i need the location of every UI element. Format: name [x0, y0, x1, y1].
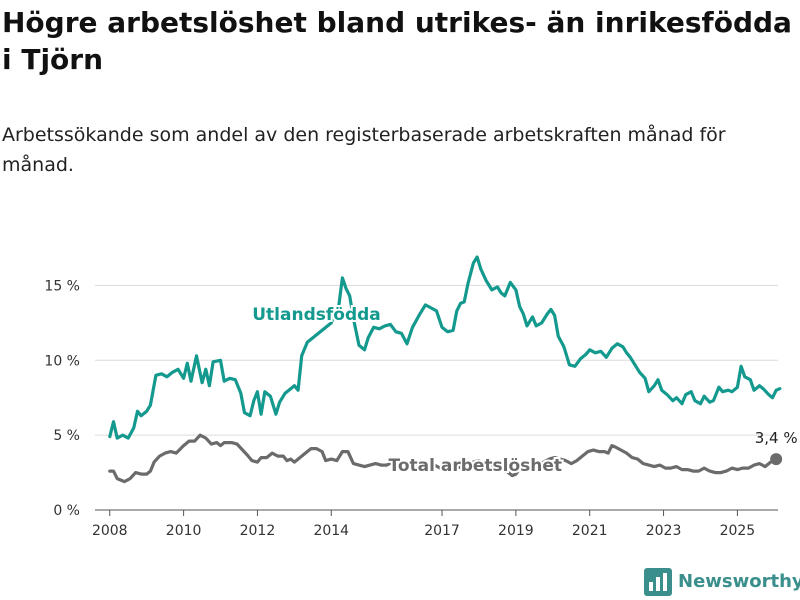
x-tick-label: 2023 — [646, 523, 682, 539]
x-tick-label: 2014 — [313, 523, 349, 539]
series-lines — [108, 255, 782, 484]
brand-name: Newsworthy — [678, 571, 800, 592]
end-value-label: 3,4 % — [755, 429, 798, 447]
y-axis-ticks: 0 % 5 % 10 % 15 % — [44, 278, 80, 519]
series-line-0 — [108, 255, 782, 440]
chart-subtitle: Arbetssökande som andel av den registerb… — [2, 124, 726, 176]
newsworthy-logo: Newsworthy — [644, 568, 800, 600]
y-tick-label: 10 % — [44, 353, 80, 369]
end-point-marker — [770, 453, 783, 466]
series-label: Utlandsfödda — [252, 305, 381, 325]
x-tick-label: 2008 — [92, 523, 128, 539]
series-labels: Utlandsfödda Total arbetslöshet 3,4 % — [250, 303, 798, 478]
series-label: Total arbetslöshet — [388, 456, 562, 476]
y-tick-label: 0 % — [53, 503, 80, 519]
grid-lines — [95, 284, 778, 436]
x-tick-label: 2021 — [572, 523, 608, 539]
y-tick-label: 15 % — [44, 278, 80, 294]
x-tick-label: 2025 — [720, 523, 756, 539]
x-tick-label: 2010 — [166, 523, 202, 539]
bar-chart-logo-icon — [644, 568, 672, 596]
x-tick-label: 2019 — [498, 523, 534, 539]
x-tick-label: 2017 — [424, 523, 460, 539]
y-tick-label: 5 % — [53, 428, 80, 444]
x-tick-label: 2012 — [240, 523, 276, 539]
series-line-1 — [108, 433, 778, 484]
x-axis-ticks: 2008 2010 2012 2014 2017 2019 2021 2023 2025 — [92, 510, 755, 539]
chart-title: Högre arbetslöshet bland utrikes- än inr… — [2, 6, 792, 76]
